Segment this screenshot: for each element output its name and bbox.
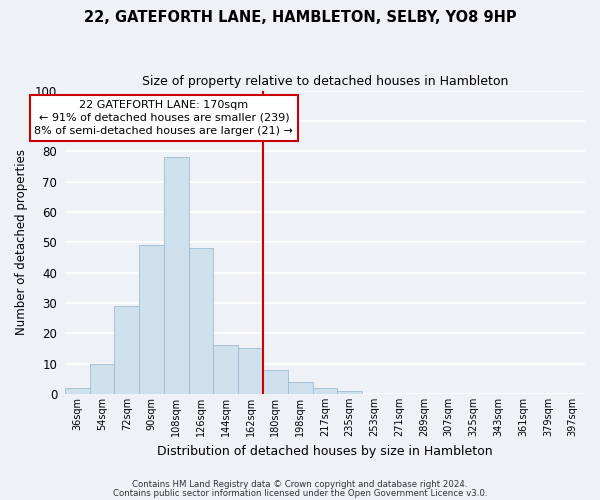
Bar <box>214 346 238 394</box>
Text: Contains public sector information licensed under the Open Government Licence v3: Contains public sector information licen… <box>113 488 487 498</box>
Text: Contains HM Land Registry data © Crown copyright and database right 2024.: Contains HM Land Registry data © Crown c… <box>132 480 468 489</box>
Bar <box>89 364 115 394</box>
Bar <box>238 348 263 394</box>
Bar <box>263 370 288 394</box>
X-axis label: Distribution of detached houses by size in Hambleton: Distribution of detached houses by size … <box>157 444 493 458</box>
Text: 22, GATEFORTH LANE, HAMBLETON, SELBY, YO8 9HP: 22, GATEFORTH LANE, HAMBLETON, SELBY, YO… <box>83 10 517 25</box>
Text: 22 GATEFORTH LANE: 170sqm
← 91% of detached houses are smaller (239)
8% of semi-: 22 GATEFORTH LANE: 170sqm ← 91% of detac… <box>34 100 293 136</box>
Y-axis label: Number of detached properties: Number of detached properties <box>15 150 28 336</box>
Bar <box>115 306 139 394</box>
Title: Size of property relative to detached houses in Hambleton: Size of property relative to detached ho… <box>142 75 508 88</box>
Bar <box>139 246 164 394</box>
Bar <box>337 391 362 394</box>
Bar <box>188 248 214 394</box>
Bar <box>164 158 188 394</box>
Bar <box>65 388 89 394</box>
Bar <box>313 388 337 394</box>
Bar <box>288 382 313 394</box>
